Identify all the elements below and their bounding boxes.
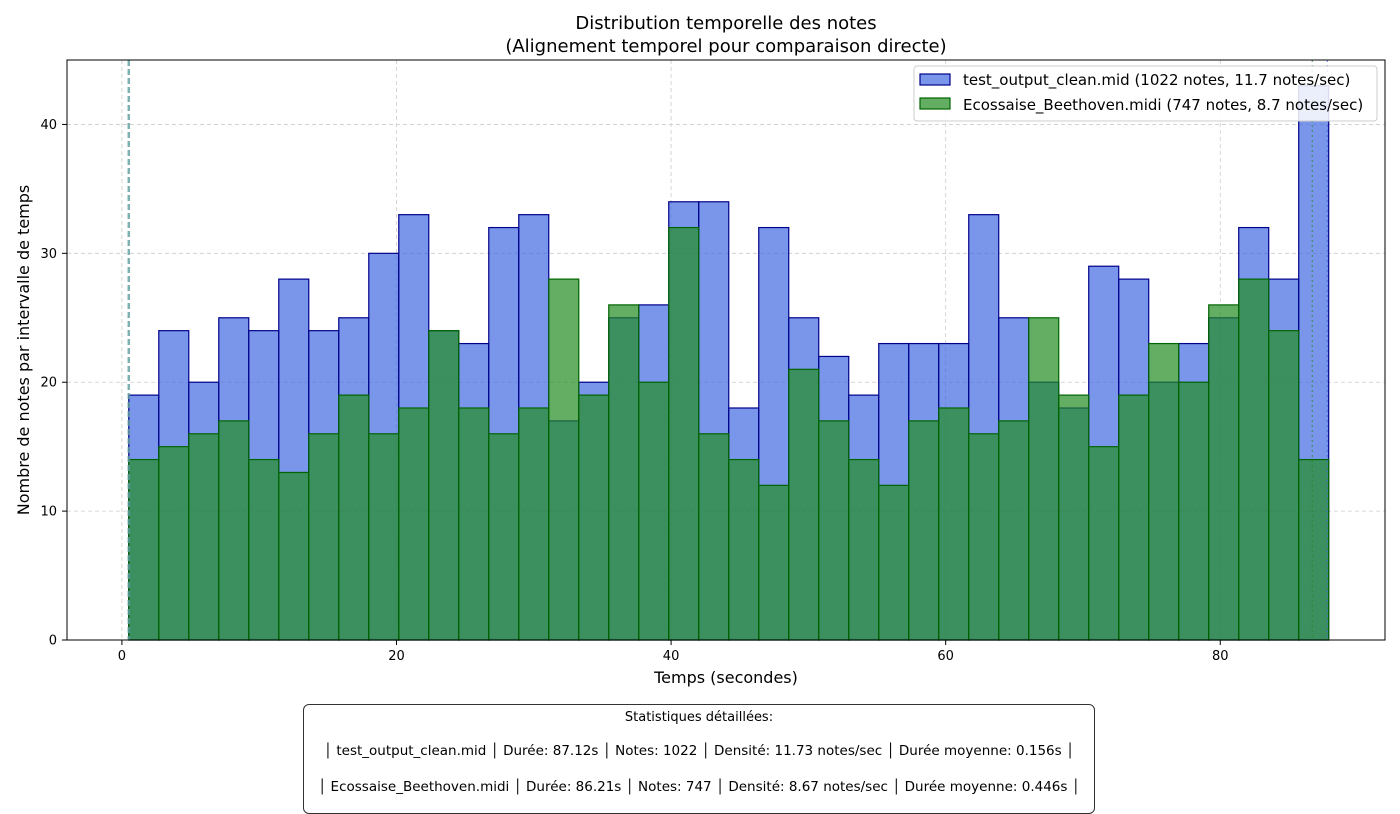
y-tick-label: 20 — [40, 376, 57, 391]
bar-series-2 — [638, 381, 670, 641]
bar-series-2 — [1118, 394, 1150, 641]
bar-series-2 — [1298, 458, 1330, 641]
y-tick-label: 40 — [40, 118, 57, 133]
bar-series-2 — [488, 433, 520, 641]
statistics-line-series-1: │ test_output_clean.mid │ Durée: 87.12s … — [323, 743, 1075, 759]
y-tick-label: 10 — [40, 505, 57, 520]
legend: test_output_clean.mid (1022 notes, 11.7 … — [913, 65, 1378, 122]
chart-title: Distribution temporelle des notes — [575, 13, 876, 34]
x-axis-label: Temps (secondes) — [653, 668, 798, 687]
bar-series-2 — [758, 484, 790, 641]
bar-series-2 — [188, 433, 220, 641]
bar-series-2 — [368, 433, 400, 641]
x-tick-label: 0 — [118, 649, 126, 664]
bar-series-2 — [998, 420, 1030, 641]
bar-series-2 — [848, 458, 880, 641]
bar-series-2 — [218, 420, 250, 641]
x-axis-ticks: 0 20 40 60 80 — [118, 640, 1229, 664]
bar-series-2 — [668, 226, 700, 641]
bar-series-2 — [518, 407, 550, 641]
y-axis-label: Nombre de notes par intervalle de temps — [14, 185, 33, 516]
bar-series-2 — [818, 420, 850, 641]
legend-label-series-2: Ecossaise_Beethoven.midi (747 notes, 8.7… — [963, 96, 1363, 115]
bar-series-2 — [458, 407, 490, 641]
y-tick-label: 0 — [49, 634, 57, 649]
statistics-title: Statistiques détaillées: — [624, 710, 774, 725]
legend-box — [913, 65, 1378, 122]
bar-series-2 — [548, 278, 580, 641]
bar-series-2 — [248, 458, 280, 641]
x-tick-label: 40 — [663, 649, 680, 664]
bar-series-2 — [908, 420, 940, 641]
bar-series-2 — [338, 394, 370, 641]
bar-series-2 — [1238, 278, 1270, 641]
bar-series-2 — [428, 330, 460, 641]
histogram-chart: 0 20 40 60 80 0 10 20 30 40 Distribution tempore… — [14, 13, 1386, 687]
bar-series-2 — [158, 446, 190, 641]
bar-series-2 — [1028, 317, 1060, 641]
bar-series-2 — [308, 433, 340, 641]
bar-series-2 — [578, 394, 610, 641]
bar-series-2 — [1208, 304, 1240, 641]
bar-series-2 — [698, 433, 730, 641]
series-2-bars — [128, 226, 1330, 641]
bar-series-2 — [1268, 330, 1300, 641]
bar-series-2 — [128, 458, 160, 641]
statistics-line-series-2: │ Ecossaise_Beethoven.midi │ Durée: 86.2… — [318, 779, 1080, 795]
bar-series-2 — [398, 407, 430, 641]
legend-swatch-series-2 — [919, 97, 951, 110]
legend-label-series-1: test_output_clean.mid (1022 notes, 11.7 … — [963, 71, 1350, 90]
legend-swatch-series-1 — [919, 73, 951, 86]
x-tick-label: 60 — [937, 649, 954, 664]
plot-frame — [66, 59, 1386, 641]
x-tick-label: 80 — [1212, 649, 1229, 664]
statistics-box: Statistiques détaillées: │ test_output_c… — [303, 704, 1095, 814]
bar-series-2 — [1178, 381, 1210, 641]
bar-series-2 — [968, 433, 1000, 641]
y-tick-label: 30 — [40, 247, 57, 262]
bar-series-2 — [608, 304, 640, 641]
y-axis-ticks: 0 10 20 30 40 — [40, 118, 67, 649]
bar-series-2 — [1058, 394, 1090, 641]
x-tick-label: 20 — [388, 649, 405, 664]
bar-series-2 — [278, 471, 310, 641]
bar-series-2 — [1148, 342, 1180, 641]
bar-series-2 — [728, 458, 760, 641]
bar-series-2 — [788, 368, 820, 641]
bar-series-2 — [878, 484, 910, 641]
bar-series-2 — [938, 407, 970, 641]
reference-lines — [127, 60, 1328, 640]
bar-series-2 — [1088, 446, 1120, 641]
chart-subtitle: (Alignement temporel pour comparaison di… — [505, 36, 946, 57]
